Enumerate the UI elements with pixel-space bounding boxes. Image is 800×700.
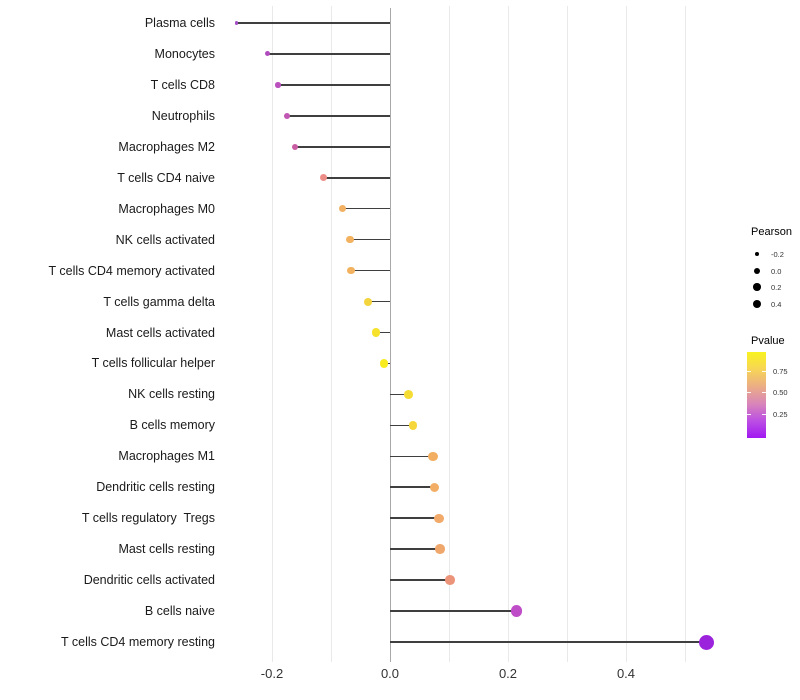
colorbar-label: 0.50 bbox=[773, 387, 788, 397]
category-label: Macrophages M0 bbox=[118, 201, 215, 216]
lollipop-dot bbox=[265, 51, 271, 57]
colorbar-label: 0.25 bbox=[773, 409, 788, 419]
category-label: T cells CD4 naive bbox=[117, 170, 215, 185]
x-axis-tick-label: -0.2 bbox=[260, 666, 284, 681]
category-label: B cells naive bbox=[144, 604, 215, 619]
category-label: Macrophages M1 bbox=[118, 449, 215, 464]
legend-pearson-title: Pearson bbox=[751, 226, 792, 238]
lollipop-stem bbox=[342, 207, 390, 210]
category-label: Dendritic cells resting bbox=[96, 480, 215, 495]
x-axis-tick-label: 0.0 bbox=[380, 666, 400, 681]
lollipop-stem bbox=[390, 393, 409, 396]
lollipop-stem bbox=[277, 84, 390, 86]
colorbar-tick bbox=[747, 392, 751, 393]
lollipop-stem bbox=[390, 517, 439, 519]
gridline bbox=[331, 6, 332, 662]
lollipop-dot bbox=[235, 21, 239, 25]
category-label: Neutrophils bbox=[151, 108, 215, 123]
zero-axis-line bbox=[390, 8, 391, 662]
lollipop-stem bbox=[236, 22, 390, 24]
lollipop-stem bbox=[351, 269, 390, 272]
legend-size-label: -0.2 bbox=[771, 249, 784, 259]
lollipop-dot bbox=[371, 328, 380, 337]
category-label: Plasma cells bbox=[144, 16, 215, 30]
lollipop-dot bbox=[445, 575, 455, 585]
legend-size-dot bbox=[752, 299, 762, 309]
category-label: T cells gamma delta bbox=[103, 294, 215, 309]
lollipop-stem bbox=[390, 424, 413, 427]
legend-size-dot bbox=[753, 267, 761, 275]
category-label: T cells CD8 bbox=[150, 77, 215, 92]
lollipop-dot bbox=[339, 205, 347, 213]
lollipop-stem bbox=[390, 548, 441, 550]
lollipop-dot bbox=[408, 420, 418, 430]
lollipop-stem bbox=[390, 641, 707, 643]
category-label: T cells follicular helper bbox=[91, 356, 215, 371]
pvalue-gradient-bar bbox=[747, 352, 766, 438]
lollipop-stem bbox=[286, 115, 390, 117]
category-label: T cells regulatory Tregs bbox=[81, 511, 215, 526]
lollipop-stem bbox=[390, 610, 517, 612]
lollipop-stem bbox=[390, 455, 434, 458]
lollipop-dot bbox=[510, 605, 522, 617]
category-label: Macrophages M2 bbox=[118, 139, 215, 154]
category-label: NK cells activated bbox=[115, 232, 215, 247]
legend-size-dot bbox=[753, 283, 761, 291]
category-label: NK cells resting bbox=[128, 387, 215, 402]
category-label: T cells CD4 memory activated bbox=[48, 263, 216, 278]
colorbar-tick bbox=[762, 371, 766, 372]
category-label: Monocytes bbox=[154, 46, 215, 61]
x-axis-tick-label: 0.2 bbox=[498, 666, 518, 681]
colorbar-tick bbox=[747, 371, 751, 372]
lollipop-stem bbox=[390, 486, 435, 489]
lollipop-dot bbox=[283, 112, 290, 119]
category-label: B cells memory bbox=[129, 418, 215, 433]
category-label: Mast cells activated bbox=[105, 325, 215, 340]
lollipop-stem bbox=[323, 176, 390, 179]
colorbar-tick bbox=[762, 392, 766, 393]
gridline bbox=[508, 6, 509, 662]
lollipop-dot bbox=[434, 513, 444, 523]
colorbar-tick bbox=[762, 414, 766, 415]
lollipop-dot bbox=[346, 235, 354, 244]
lollipop-dot bbox=[320, 174, 328, 182]
gridline bbox=[685, 6, 686, 662]
lollipop-stem bbox=[267, 53, 390, 55]
lollipop-dot bbox=[403, 390, 413, 399]
gridline bbox=[449, 6, 450, 662]
legend-size-label: 0.2 bbox=[771, 282, 782, 292]
lollipop-stem bbox=[375, 331, 390, 334]
x-axis-tick-label: 0.4 bbox=[616, 666, 636, 681]
legend-size-label: 0.0 bbox=[771, 266, 782, 276]
category-label: Mast cells resting bbox=[118, 542, 215, 557]
lollipop-stem bbox=[349, 238, 390, 241]
gridline bbox=[567, 6, 568, 662]
gridline bbox=[272, 6, 273, 662]
lollipop-dot bbox=[428, 451, 438, 461]
category-label: T cells CD4 memory resting bbox=[61, 635, 215, 649]
lollipop-dot bbox=[429, 482, 439, 492]
lollipop-stem bbox=[367, 300, 390, 303]
lollipop-dot bbox=[347, 266, 355, 275]
colorbar-label: 0.75 bbox=[773, 366, 788, 376]
legend-pvalue-title: Pvalue bbox=[751, 335, 785, 347]
lollipop-dot bbox=[275, 82, 281, 88]
lollipop-dot bbox=[435, 544, 445, 554]
lollipop-dot bbox=[699, 634, 715, 650]
category-label: Dendritic cells activated bbox=[83, 573, 215, 588]
legend-size-dot bbox=[754, 251, 760, 257]
lollipop-dot bbox=[363, 297, 372, 306]
lollipop-stem bbox=[295, 146, 390, 148]
lollipop-dot bbox=[291, 143, 299, 150]
legend-size-label: 0.4 bbox=[771, 299, 782, 309]
lollipop-dot bbox=[379, 359, 389, 368]
gridline bbox=[626, 6, 627, 662]
colorbar-tick bbox=[747, 414, 751, 415]
lollipop-stem bbox=[390, 579, 451, 581]
